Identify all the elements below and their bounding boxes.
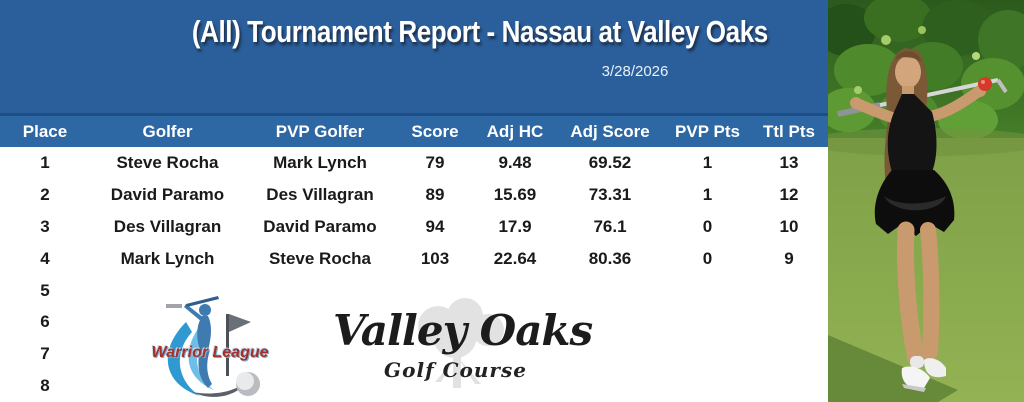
row-4-pvp-pts: 0: [702, 248, 713, 268]
sock: [910, 356, 924, 368]
row-2-score: 89: [425, 184, 445, 204]
left-leg: [896, 221, 925, 367]
red-golf-ball-icon: [978, 77, 992, 91]
row-3-score: 94: [425, 216, 445, 236]
row-1-golfer: Steve Rocha: [116, 152, 219, 172]
row-6-pvp-pts: [665, 306, 750, 338]
swoosh-icon: [188, 326, 214, 390]
row-3-adj-hc: 17.9: [498, 216, 532, 236]
report-panel: (All) Tournament Report - Nassau at Vall…: [0, 0, 828, 402]
row-7-place: 7: [40, 344, 50, 364]
golfer-body-icon: [197, 316, 211, 350]
row-3-place: 3: [40, 216, 50, 236]
warrior-league-logo: Warrior League: [148, 292, 272, 402]
row-5-pvp-pts: [665, 275, 750, 307]
warrior-league-fine-print: [166, 304, 182, 308]
row-2-adj-score: 73.31: [588, 184, 632, 204]
column-header-score: Score: [411, 121, 459, 141]
row-2-adj-hc: 15.69: [493, 184, 537, 204]
golfer-head-icon: [199, 304, 211, 316]
row-1-adj-score: 69.52: [588, 152, 632, 172]
shoe-sole: [902, 384, 926, 392]
results-header-row: Place Golfer PVP Golfer Score Adj HC Adj Scor…: [0, 113, 828, 147]
column-header-ttl-pts: Ttl Pts: [763, 121, 815, 141]
oak-tree-icon: [418, 298, 504, 388]
golfer-photo: [828, 0, 1024, 402]
page-title: (All) Tournament Report - Nassau at Vall…: [192, 14, 768, 49]
valley-oaks-subtitle: Golf Course: [384, 358, 527, 382]
valley-oaks-logo: Valley Oaks Golf Course: [333, 298, 593, 398]
face: [895, 56, 921, 88]
row-2-ttl-pts: 12: [779, 184, 799, 204]
row-1-place: 1: [40, 152, 50, 172]
column-header-golfer: Golfer: [142, 121, 193, 141]
row-1-adj-hc: 9.48: [498, 152, 532, 172]
swoosh-icon: [192, 380, 248, 397]
golfer-leg-icon: [198, 350, 212, 388]
row-5-place: 5: [40, 280, 50, 300]
row-4-place: 4: [40, 248, 50, 268]
row-8-ttl-pts: [750, 370, 828, 402]
valley-oaks-name: Valley Oaks: [333, 306, 593, 355]
right-leg: [920, 222, 940, 360]
flag-icon: [229, 314, 251, 332]
column-header-adj-hc: Adj HC: [486, 121, 544, 141]
report-date: 3/28/2026: [601, 63, 669, 80]
row-7-ttl-pts: [750, 338, 828, 370]
row-4-adj-hc: 22.64: [493, 248, 537, 268]
warrior-league-label: Warrior League: [151, 344, 269, 361]
row-4-golfer: Mark Lynch: [120, 248, 215, 268]
row-3-pvp-pts: 0: [702, 216, 713, 236]
dress-skirt: [874, 170, 955, 236]
row-3-ttl-pts: 10: [779, 216, 799, 236]
column-header-pvp-golfer: PVP Golfer: [275, 121, 365, 141]
flag-pole-icon: [226, 314, 229, 376]
title-banner: (All) Tournament Report - Nassau at Vall…: [0, 0, 828, 113]
row-5-ttl-pts: [750, 275, 828, 307]
row-2-pvp-golfer: Des Villagran: [266, 184, 374, 204]
page-title-wrap: (All) Tournament Report - Nassau at Vall…: [132, 14, 828, 50]
row-2-golfer: David Paramo: [110, 184, 225, 204]
row-1-ttl-pts: 13: [779, 152, 799, 172]
row-3-golfer: Des Villagran: [113, 216, 222, 236]
row-4-pvp-golfer: Steve Rocha: [268, 248, 372, 268]
swoosh-icon: [167, 322, 200, 396]
dress-top: [887, 94, 937, 172]
hair-front: [895, 51, 921, 62]
row-2-pvp-pts: 1: [702, 184, 713, 204]
row-3-pvp-golfer: David Paramo: [263, 216, 377, 236]
skirt-ruffle: [884, 196, 946, 211]
golfer-figure: [837, 48, 1008, 392]
row-1-pvp-pts: 1: [702, 152, 713, 172]
row-3-adj-score: 76.1: [593, 216, 627, 236]
row-8-place: 8: [40, 376, 50, 396]
golf-ball-highlight: [236, 372, 254, 390]
golfer-arm-icon: [184, 304, 204, 322]
row-1-pvp-golfer: Mark Lynch: [273, 152, 367, 172]
row-4-score: 103: [420, 248, 450, 268]
right-shoe: [924, 358, 946, 378]
club-head: [996, 78, 1008, 94]
row-6-place: 6: [40, 312, 50, 332]
column-header-adj-score: Adj Score: [570, 121, 650, 141]
row-4-adj-score: 80.36: [588, 248, 632, 268]
warrior-league-graphic: [166, 296, 260, 397]
row-2-place: 2: [40, 184, 50, 204]
red-ball-highlight: [981, 80, 985, 84]
column-header-pvp-pts: PVP Pts: [675, 121, 740, 141]
results-grid: 1 Steve Rocha Mark Lynch 79 9.48 69.52 1 13 2 Dav…: [0, 147, 828, 402]
left-shoe: [901, 366, 930, 389]
row-6-ttl-pts: [750, 306, 828, 338]
left-hand: [850, 97, 862, 109]
column-header-place: Place: [22, 121, 68, 141]
golf-club-icon: [186, 296, 219, 307]
row-8-pvp-pts: [665, 370, 750, 402]
row-4-ttl-pts: 9: [784, 248, 794, 268]
row-7-pvp-pts: [665, 338, 750, 370]
row-1-score: 79: [425, 152, 445, 172]
right-arm: [926, 86, 984, 122]
